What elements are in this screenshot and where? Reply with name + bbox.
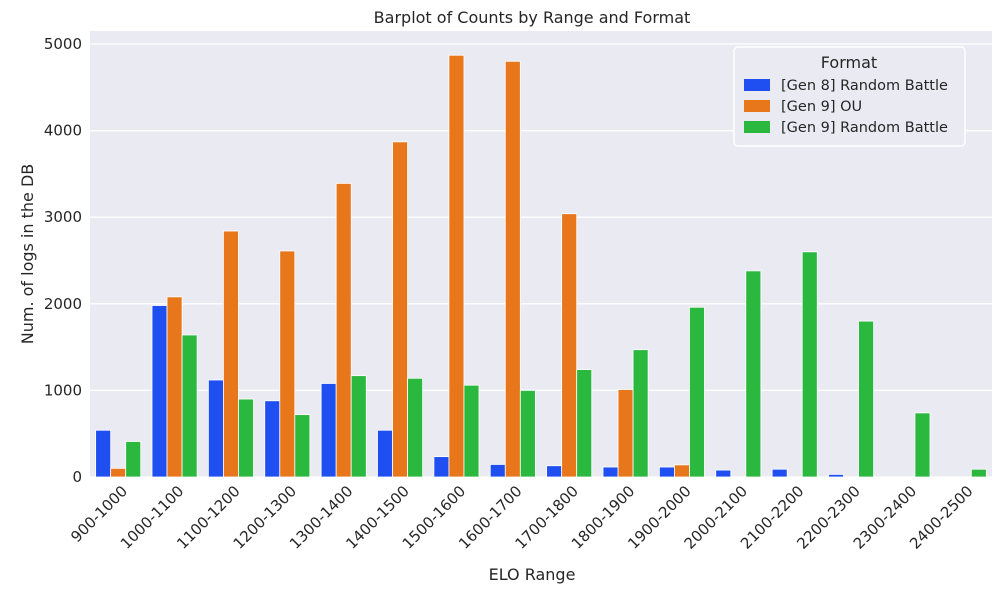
bar bbox=[715, 469, 732, 478]
chart-title: Barplot of Counts by Range and Format bbox=[374, 8, 691, 27]
bar bbox=[279, 250, 296, 478]
bar bbox=[504, 60, 521, 478]
legend: Format [Gen 8] Random Battle [Gen 9] OU [G… bbox=[733, 46, 966, 147]
bar bbox=[125, 441, 142, 478]
bar bbox=[320, 383, 337, 478]
bar bbox=[771, 468, 788, 478]
bar bbox=[463, 384, 480, 478]
bar bbox=[674, 464, 690, 478]
bar bbox=[576, 369, 593, 478]
bar bbox=[151, 305, 168, 478]
bar bbox=[407, 377, 424, 478]
bar bbox=[858, 320, 875, 478]
y-tick-label: 1000 bbox=[44, 381, 82, 399]
bar bbox=[238, 398, 254, 478]
bar bbox=[489, 464, 506, 478]
legend-label: [Gen 9] OU bbox=[781, 99, 862, 115]
bar bbox=[294, 414, 311, 478]
bar bbox=[561, 213, 578, 478]
y-tick-label: 0 bbox=[72, 468, 82, 486]
bar bbox=[632, 349, 649, 478]
y-tick-labels: 0 1000 2000 3000 4000 5000 bbox=[44, 35, 82, 486]
bar bbox=[392, 141, 408, 478]
x-axis-label: ELO Range bbox=[489, 565, 576, 584]
y-tick-label: 2000 bbox=[44, 295, 82, 313]
bar bbox=[166, 296, 183, 478]
bar bbox=[546, 465, 563, 478]
legend-swatch bbox=[744, 121, 770, 133]
y-tick-label: 4000 bbox=[44, 122, 82, 140]
bar bbox=[223, 230, 239, 478]
x-tick-labels: 900-10001000-11001100-12001200-13001300-… bbox=[67, 482, 976, 553]
legend-box bbox=[733, 46, 966, 147]
legend-swatch bbox=[744, 79, 770, 91]
legend-swatch bbox=[744, 100, 770, 112]
bar bbox=[350, 375, 367, 478]
y-tick-label: 5000 bbox=[44, 35, 82, 53]
bar bbox=[448, 54, 465, 478]
bar bbox=[828, 474, 844, 478]
bar bbox=[970, 468, 987, 478]
bar bbox=[433, 456, 450, 478]
bar bbox=[914, 412, 931, 478]
y-axis-label: Num. of logs in the DB bbox=[18, 164, 37, 345]
bar bbox=[602, 466, 619, 478]
bar bbox=[617, 389, 634, 478]
bar bbox=[377, 429, 393, 478]
bar bbox=[658, 466, 675, 478]
bar bbox=[801, 251, 818, 478]
y-tick-label: 3000 bbox=[44, 208, 82, 226]
bar bbox=[745, 270, 762, 478]
bar bbox=[181, 334, 198, 478]
bars bbox=[95, 54, 987, 478]
bar bbox=[335, 183, 352, 478]
bar bbox=[95, 429, 112, 478]
bar bbox=[264, 400, 281, 478]
legend-label: [Gen 9] Random Battle bbox=[781, 120, 948, 136]
bar bbox=[207, 379, 224, 478]
legend-label: [Gen 8] Random Battle bbox=[781, 78, 948, 94]
bar bbox=[519, 389, 536, 478]
legend-title: Format bbox=[821, 53, 877, 72]
bar bbox=[110, 467, 127, 478]
bar bbox=[689, 306, 705, 478]
